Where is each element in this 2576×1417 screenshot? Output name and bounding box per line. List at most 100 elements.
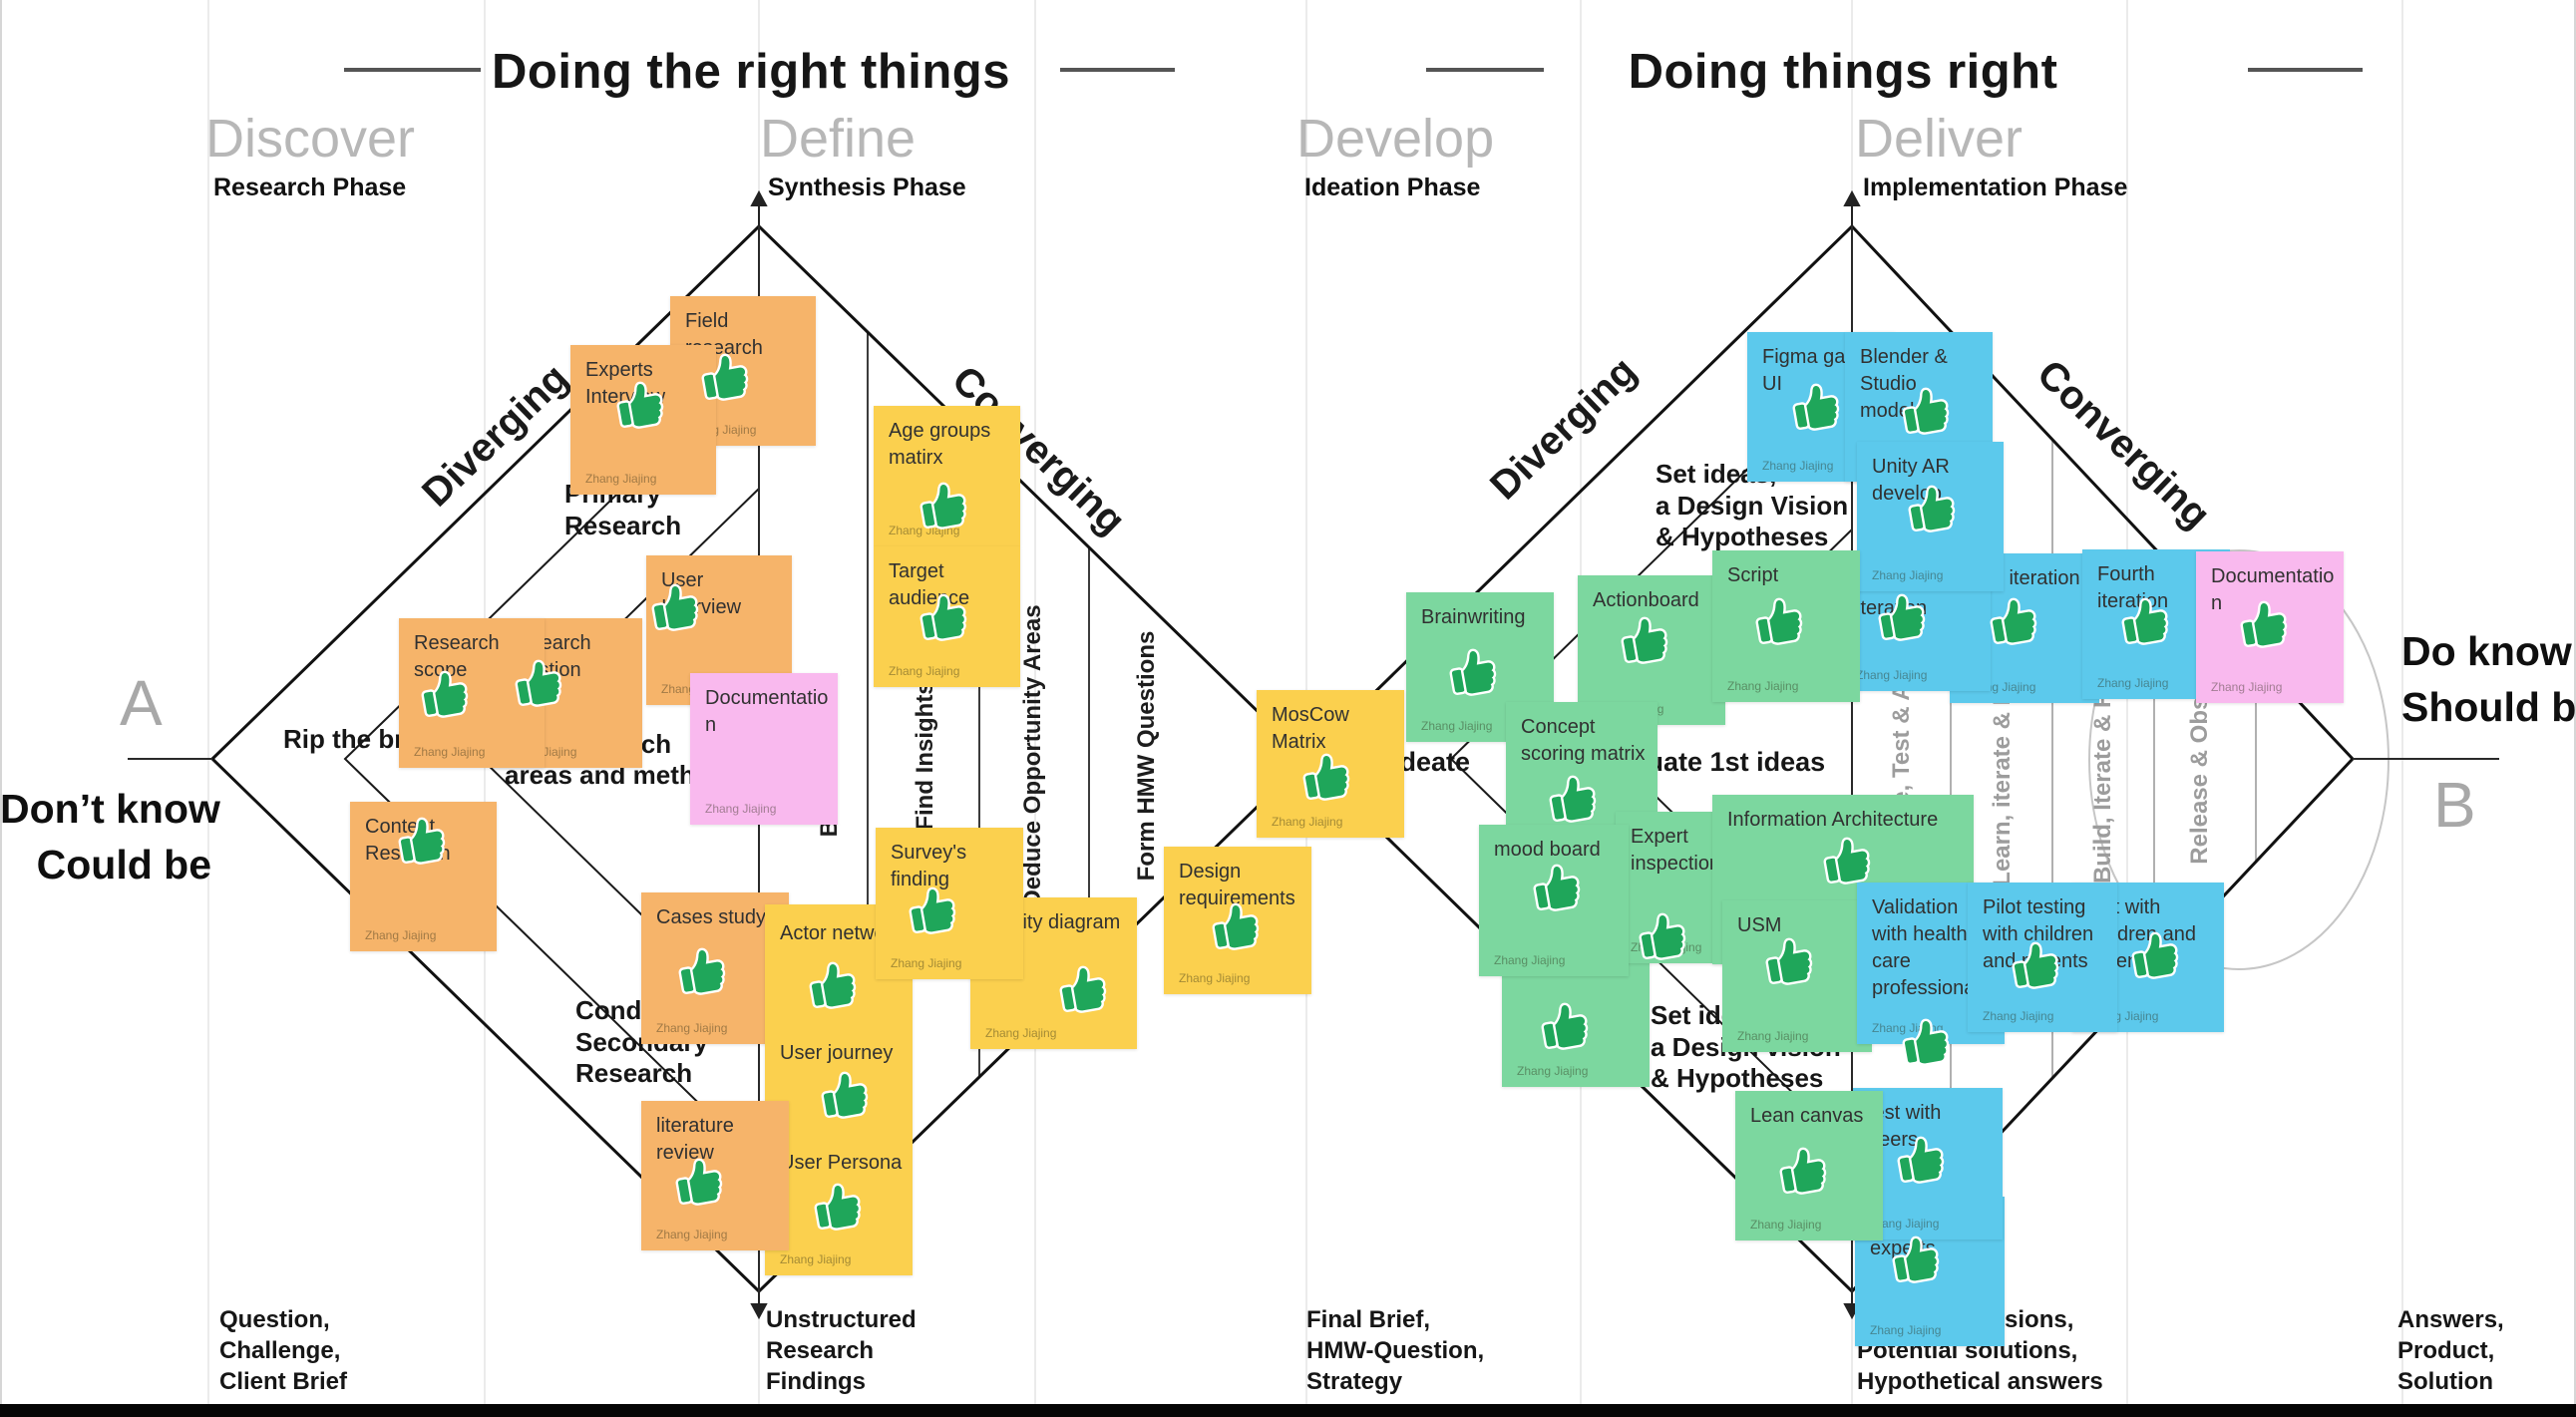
header-discover: Discover [205, 109, 416, 169]
vertical-label-deduce-opportunity-areas: Deduce Opportunity Areas [1019, 604, 1046, 907]
sticky-note-text: MosCow Matrix [1272, 704, 1349, 753]
note-author: Zhang Jiajing [705, 802, 777, 816]
bottom-label-final-brief: Final Brief, HMW-Question, Strategy [1306, 1306, 1485, 1395]
thumbs-up-sticker[interactable] [914, 584, 975, 646]
sticky-note-text: Concept scoring matrix [1521, 716, 1646, 765]
sticky-note-text: Expert inspection [1631, 826, 1721, 875]
note-author: Zhang Jiajing [1750, 1218, 1822, 1232]
sticky-note-text: User journey [780, 1042, 894, 1064]
note-author: Zhang Jiajing [1179, 971, 1251, 985]
sticky-note-text: Documentation [2211, 565, 2335, 614]
sticky-note-text: Research scope [414, 632, 500, 681]
note-author: Zhang Jiajing [1868, 1217, 1940, 1231]
title-doing-the-right-things: Doing the right things [492, 45, 1010, 99]
note-author: Zhang Jiajing [1737, 1029, 1809, 1043]
note-author: Zhang Jiajing [891, 956, 962, 970]
sticky-note-text: Design requirements [1179, 861, 1295, 909]
note-author: Zhang Jiajing [1727, 679, 1799, 693]
note-author: Zhang Jiajing [2211, 680, 2283, 694]
note-author: Zhang Jiajing [365, 928, 437, 942]
sticky-note-documentation[interactable]: Documentation Zhang Jiajing [690, 673, 838, 825]
thumbs-up-sticker[interactable] [509, 650, 570, 712]
thumbs-up-sticker[interactable] [1615, 607, 1676, 669]
note-author: Zhang Jiajing [1272, 815, 1343, 829]
thumbs-up-sticker[interactable] [803, 952, 865, 1014]
label-should-be: Should be [2401, 684, 2576, 730]
thumbs-up-sticker[interactable] [1443, 639, 1505, 701]
thumbs-up-sticker[interactable] [1817, 828, 1879, 889]
process-label-ideate: Ideate [1392, 747, 1471, 777]
sticky-note-text: mood board [1494, 839, 1601, 861]
sticky-note-text: Validation with health care professional… [1872, 896, 1990, 999]
label-b: B [2433, 769, 2476, 841]
subheader-ideation-phase: Ideation Phase [1304, 174, 1481, 201]
note-author: Zhang Jiajing [656, 1228, 728, 1241]
thumbs-up-sticker[interactable] [1984, 588, 2045, 650]
bottom-label-answers: Answers, Product, Solution [2397, 1306, 2504, 1395]
bottom-black-bar [0, 1404, 2576, 1417]
thumbs-up-sticker[interactable] [1872, 584, 1934, 646]
subheader-research-phase: Research Phase [213, 174, 407, 201]
sticky-note-text: Documentation [705, 687, 829, 736]
sticky-note-text: USM [1737, 914, 1782, 936]
thumbs-up-sticker[interactable] [1886, 1227, 1948, 1288]
thumbs-up-sticker[interactable] [392, 808, 454, 870]
sticky-note-text: User Persona [780, 1152, 903, 1174]
thumbs-up-sticker[interactable] [1902, 476, 1964, 537]
label-dont-know: Don’t know [0, 786, 220, 832]
title-doing-things-right: Doing things right [1628, 45, 2058, 99]
thumbs-up-sticker[interactable] [1773, 1138, 1835, 1200]
thumbs-up-sticker[interactable] [1759, 928, 1821, 990]
thumbs-up-sticker[interactable] [1896, 1009, 1958, 1071]
sticky-note-target-audience[interactable]: Target audience Zhang Jiajing [874, 546, 1020, 687]
thumbs-up-sticker[interactable] [672, 938, 734, 1000]
thumbs-up-sticker[interactable] [1543, 766, 1605, 828]
thumbs-up-sticker[interactable] [903, 878, 964, 939]
subheader-synthesis-phase: Synthesis Phase [768, 174, 966, 201]
header-develop: Develop [1296, 109, 1495, 169]
label-a: A [120, 667, 163, 739]
sticky-note-text: Age groups matirx [889, 420, 991, 469]
sticky-note-lean-canvas[interactable]: Lean canvas Zhang Jiajing [1735, 1091, 1883, 1240]
thumbs-up-sticker[interactable] [1296, 744, 1358, 806]
thumbs-up-sticker[interactable] [415, 661, 477, 723]
thumbs-up-sticker[interactable] [1749, 588, 1811, 650]
label-could-be: Could be [36, 842, 211, 887]
vertical-label-find-insights: Find Insights [912, 681, 938, 831]
sticky-note-text: literature review [656, 1115, 734, 1164]
vertical-label-form-hmw-questions: Form HMW Questions [1133, 630, 1160, 882]
thumbs-up-sticker[interactable] [2006, 932, 2067, 994]
thumbs-up-sticker[interactable] [1053, 956, 1115, 1018]
thumbs-up-sticker[interactable] [1527, 855, 1589, 916]
thumbs-up-sticker[interactable] [669, 1149, 731, 1211]
bottom-label-unstructured: Unstructured Research Findings [766, 1306, 917, 1395]
thumbs-up-sticker[interactable] [815, 1062, 877, 1124]
note-author: Zhang Jiajing [1872, 568, 1944, 582]
thumbs-up-sticker[interactable] [2115, 588, 2177, 650]
thumbs-up-sticker[interactable] [914, 473, 975, 534]
note-author: Zhang Jiajing [1983, 1009, 2054, 1023]
sticky-note-text: Lean canvas [1750, 1105, 1864, 1127]
thumbs-up-sticker[interactable] [645, 574, 707, 636]
thumbs-up-sticker[interactable] [1206, 893, 1268, 955]
thumbs-up-sticker[interactable] [2125, 922, 2187, 984]
note-author: Zhang Jiajing [656, 1021, 728, 1035]
sticky-note-actionboard[interactable]: ActionboardZhang Jiajing [1578, 575, 1725, 725]
thumbs-up-sticker[interactable] [808, 1174, 870, 1236]
note-author: Zhang Jiajing [1870, 1323, 1942, 1337]
thumbs-up-sticker[interactable] [695, 344, 757, 406]
thumbs-up-sticker[interactable] [610, 372, 672, 434]
note-author: Zhang Jiajing [1762, 459, 1834, 473]
bottom-label-question: Question, Challenge, Client Brief [219, 1306, 348, 1395]
sticky-note-mood-board[interactable]: mood board Zhang Jiajing [1479, 825, 1629, 976]
sticky-note-text: Actionboard [1593, 589, 1699, 611]
sticky-note-text: Information Architecture [1727, 809, 1939, 831]
thumbs-up-sticker[interactable] [1786, 374, 1848, 436]
note-author: Zhang Jiajing [1856, 668, 1928, 682]
thumbs-up-sticker[interactable] [1633, 903, 1694, 965]
thumbs-up-sticker[interactable] [1896, 378, 1958, 440]
thumbs-up-sticker[interactable] [1535, 993, 1597, 1055]
sticky-note-text: Survey's finding [891, 842, 967, 890]
thumbs-up-sticker[interactable] [1891, 1127, 1953, 1189]
thumbs-up-sticker[interactable] [2234, 591, 2296, 653]
